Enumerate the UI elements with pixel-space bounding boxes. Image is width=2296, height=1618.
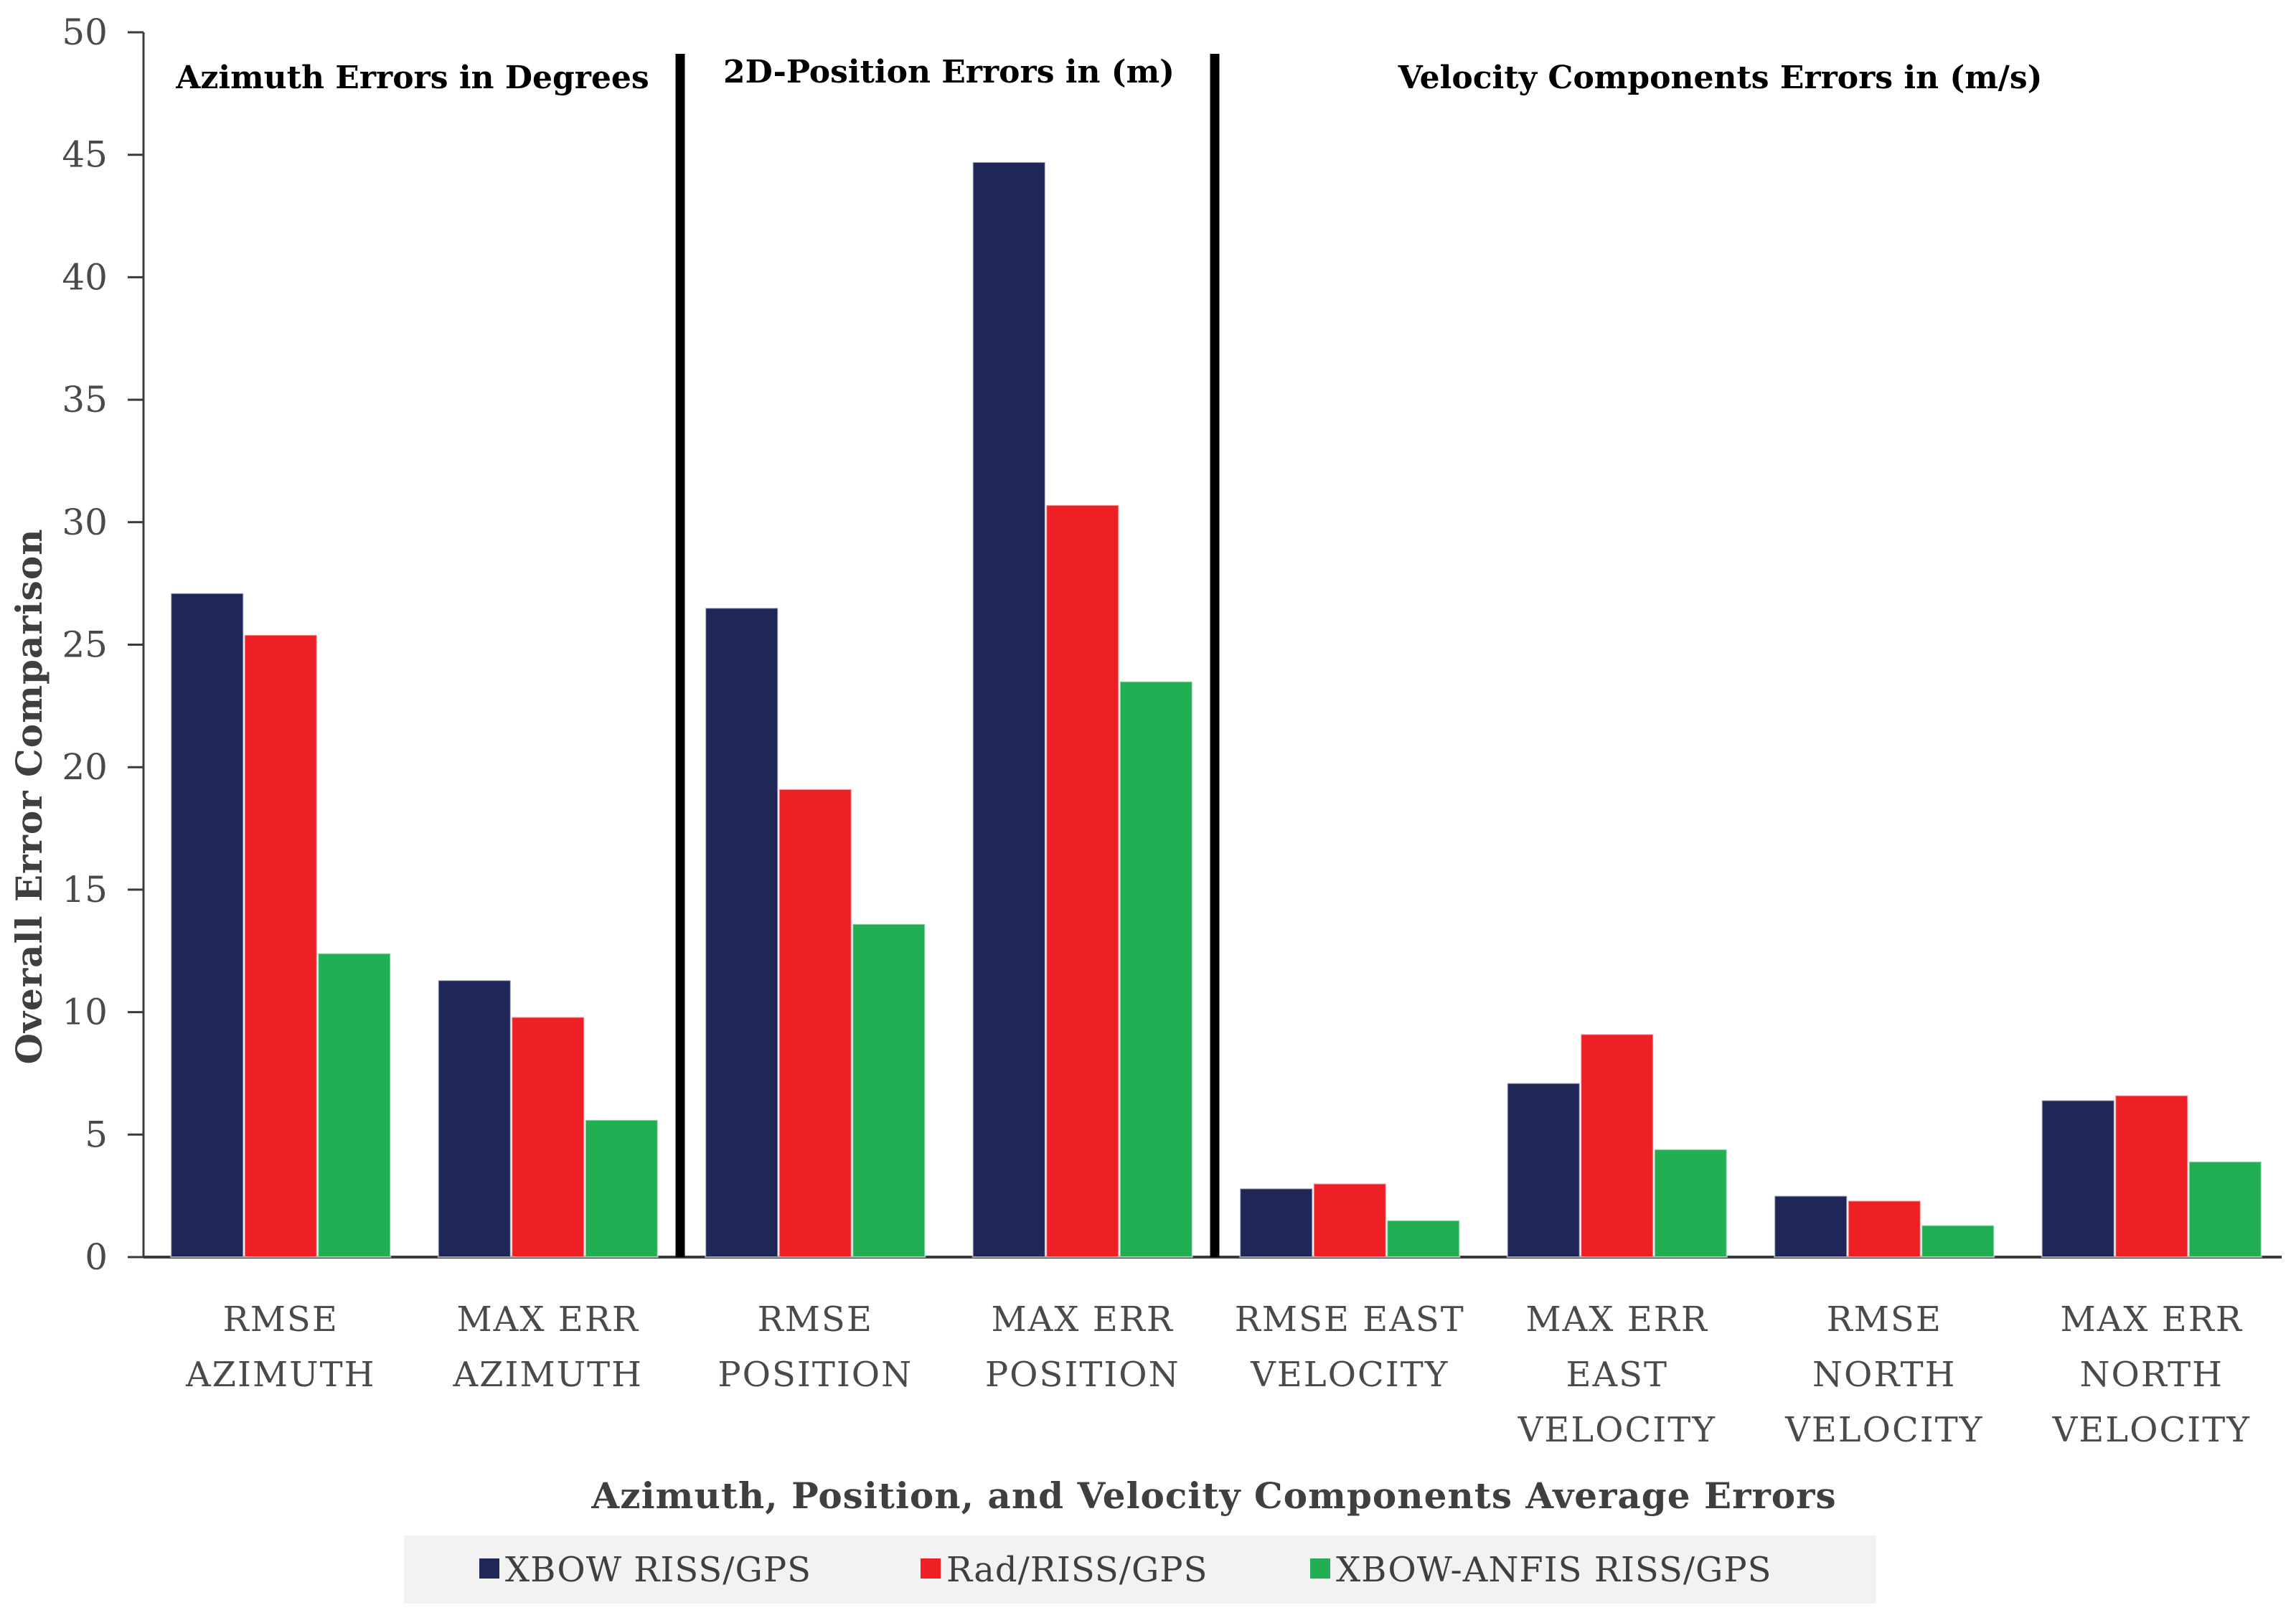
section-title: Velocity Components Errors in (m/s) bbox=[1398, 60, 2043, 96]
y-tick-label: 10 bbox=[62, 992, 108, 1033]
legend-swatch bbox=[479, 1558, 499, 1579]
bar bbox=[584, 1119, 659, 1259]
x-tick-label: RMSE bbox=[758, 1299, 873, 1340]
x-tick-label: MAX ERR bbox=[2060, 1299, 2243, 1340]
x-tick-label: POSITION bbox=[718, 1355, 913, 1395]
section-title: Azimuth Errors in Degrees bbox=[175, 60, 649, 96]
bar bbox=[243, 634, 318, 1258]
x-tick-label: VELOCITY bbox=[1518, 1410, 1716, 1450]
y-tick-label: 25 bbox=[62, 624, 108, 666]
legend-swatch bbox=[921, 1558, 941, 1579]
section-dividers bbox=[675, 54, 1220, 1257]
bar bbox=[1386, 1219, 1461, 1259]
bar bbox=[1580, 1033, 1655, 1259]
y-tick-label: 45 bbox=[62, 134, 108, 176]
y-tick-label: 35 bbox=[62, 379, 108, 420]
bar bbox=[170, 592, 245, 1258]
x-tick-label: RMSE bbox=[1827, 1299, 1942, 1340]
x-tick-label: AZIMUTH bbox=[453, 1355, 643, 1395]
y-tick-label: 20 bbox=[62, 746, 108, 788]
x-tick-label: EAST bbox=[1566, 1355, 1668, 1395]
x-axis: RMSE AZIMUTH MAX ERR AZIMUTH RMSE POSITION MAX… bbox=[144, 1256, 2282, 1450]
x-tick-label: NORTH bbox=[1812, 1355, 1957, 1395]
legend: XBOW RISS/GPS Rad/RISS/GPS XBOW-ANFIS RISS… bbox=[404, 1535, 1876, 1604]
y-axis: 0 5 10 15 20 25 30 35 40 45 50 bbox=[62, 11, 145, 1278]
bar bbox=[971, 161, 1046, 1258]
bar bbox=[1506, 1082, 1581, 1258]
bar bbox=[1239, 1187, 1314, 1258]
x-axis-title: Azimuth, Position, and Velocity Componen… bbox=[591, 1474, 1836, 1517]
legend-label: XBOW RISS/GPS bbox=[505, 1550, 811, 1590]
x-tick-label: AZIMUTH bbox=[185, 1355, 375, 1395]
bar bbox=[705, 607, 779, 1258]
bar bbox=[778, 788, 852, 1258]
legend-box bbox=[404, 1535, 1876, 1604]
x-tick-label: VELOCITY bbox=[1250, 1355, 1449, 1395]
x-tick-label: NORTH bbox=[2079, 1355, 2224, 1395]
y-tick-label: 5 bbox=[85, 1114, 108, 1155]
bar bbox=[2041, 1099, 2115, 1259]
bars bbox=[170, 161, 2262, 1259]
y-tick-label: 0 bbox=[85, 1236, 108, 1278]
bar bbox=[2114, 1094, 2189, 1259]
x-tick-label: POSITION bbox=[985, 1355, 1180, 1395]
x-tick-label: MAX ERR bbox=[991, 1299, 1174, 1340]
section-titles: Azimuth Errors in Degrees 2D-Position Err… bbox=[175, 54, 2042, 96]
bar bbox=[852, 923, 926, 1259]
y-tick-label: 15 bbox=[62, 869, 108, 911]
bar bbox=[1045, 504, 1120, 1258]
bar bbox=[1774, 1195, 1848, 1259]
x-tick-label: VELOCITY bbox=[1784, 1410, 1983, 1450]
y-tick-label: 40 bbox=[62, 256, 108, 298]
bar bbox=[511, 1016, 585, 1258]
bar bbox=[2188, 1160, 2262, 1258]
x-tick-label: VELOCITY bbox=[2052, 1410, 2251, 1450]
bar bbox=[1312, 1182, 1387, 1258]
y-tick-label: 30 bbox=[62, 502, 108, 543]
legend-label: Rad/RISS/GPS bbox=[946, 1550, 1208, 1590]
y-tick-label: 50 bbox=[62, 11, 108, 53]
x-tick-label: RMSE bbox=[223, 1299, 339, 1340]
bar bbox=[1653, 1148, 1728, 1259]
x-tick-label: MAX ERR bbox=[1525, 1299, 1708, 1340]
legend-label: XBOW-ANFIS RISS/GPS bbox=[1336, 1550, 1772, 1590]
x-tick-label: MAX ERR bbox=[456, 1299, 639, 1340]
legend-swatch bbox=[1310, 1558, 1330, 1579]
section-title: 2D-Position Errors in (m) bbox=[723, 54, 1175, 90]
bar bbox=[1847, 1200, 1921, 1259]
bar bbox=[1921, 1224, 1995, 1259]
bar bbox=[1119, 680, 1193, 1258]
bar bbox=[437, 979, 512, 1259]
x-tick-label: RMSE EAST bbox=[1235, 1299, 1465, 1340]
bar bbox=[317, 952, 392, 1258]
y-axis-title: Overall Error Comparison bbox=[8, 528, 50, 1064]
